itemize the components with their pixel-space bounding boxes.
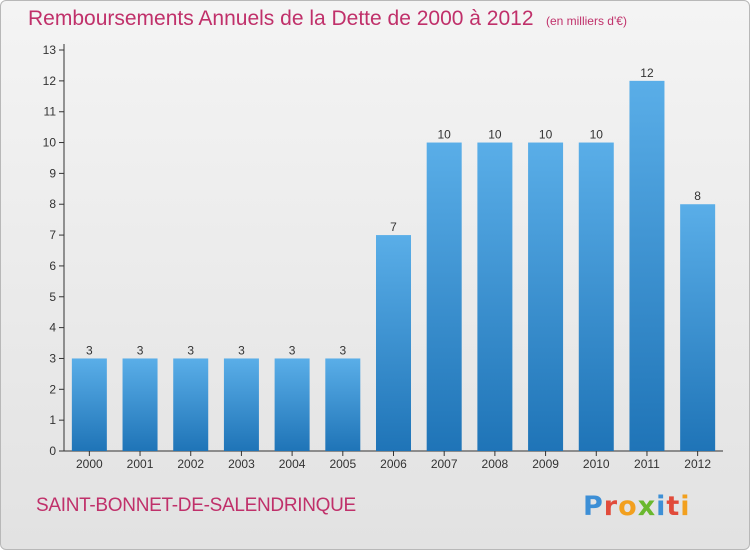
bar: [325, 358, 361, 451]
chart-subtitle: (en milliers d'€): [545, 14, 627, 28]
bar: [376, 235, 411, 451]
y-tick-label: 13: [43, 43, 57, 57]
data-label: 3: [238, 343, 245, 357]
data-label: 10: [438, 128, 452, 142]
y-tick-label: 4: [49, 321, 56, 335]
y-tick-label: 6: [49, 259, 56, 273]
bar: [578, 142, 614, 452]
x-tick-label: 2000: [76, 457, 103, 471]
y-tick-label: 9: [49, 166, 56, 180]
x-tick-label: 2009: [532, 457, 559, 471]
y-tick-label: 2: [49, 382, 56, 396]
data-label: 3: [289, 343, 296, 357]
title-row: Remboursements Annuels de la Dette de 20…: [28, 7, 627, 31]
x-tick-label: 2008: [482, 457, 509, 471]
x-tick-label: 2012: [684, 457, 711, 471]
data-label: 12: [640, 66, 654, 80]
data-label: 10: [488, 128, 502, 142]
commune-name: SAINT-BONNET-DE-SALENDRINQUE: [36, 495, 356, 516]
bars: [71, 80, 716, 452]
y-tick-label: 8: [49, 197, 56, 211]
y-tick-label: 12: [43, 74, 57, 88]
data-label: 3: [137, 343, 144, 357]
bar: [629, 80, 665, 451]
bar: [477, 142, 513, 452]
x-tick-label: 2002: [177, 457, 204, 471]
y-tick-label: 1: [49, 413, 56, 427]
data-label: 10: [539, 128, 553, 142]
bar: [426, 142, 462, 452]
bar: [528, 142, 564, 452]
x-tick-label: 2001: [127, 457, 154, 471]
bar: [173, 358, 209, 451]
data-label: 3: [86, 343, 93, 357]
y-tick-label: 11: [44, 105, 57, 119]
data-label: 3: [187, 343, 194, 357]
y-tick-label: 7: [49, 228, 56, 242]
y-tick-label: 0: [49, 444, 56, 458]
data-label: 7: [390, 220, 397, 234]
data-label: 8: [694, 189, 701, 203]
x-tick-label: 2010: [583, 457, 610, 471]
bar: [71, 358, 107, 451]
bar: [223, 358, 259, 451]
chart-title: Remboursements Annuels de la Dette de 20…: [28, 7, 534, 30]
y-tick-label: 3: [49, 351, 56, 365]
data-label: 10: [590, 128, 604, 142]
bar: [122, 358, 158, 451]
x-tick-label: 2011: [634, 457, 660, 471]
x-tick-label: 2006: [380, 457, 407, 471]
y-tick-label: 5: [49, 290, 56, 304]
bar: [680, 204, 716, 451]
x-tick-label: 2005: [329, 457, 356, 471]
data-label: 3: [339, 343, 346, 357]
x-tick-label: 2004: [279, 457, 306, 471]
bar: [274, 358, 310, 451]
y-tick-label: 10: [43, 136, 57, 150]
x-tick-label: 2007: [431, 457, 458, 471]
brand-logo: Proxiti: [583, 491, 691, 522]
labels: 2000 3 2001 3 2002 3 2003 3 2004 3 2005 3 2006 7 2007 1…: [76, 66, 711, 471]
x-tick-label: 2003: [228, 457, 255, 471]
